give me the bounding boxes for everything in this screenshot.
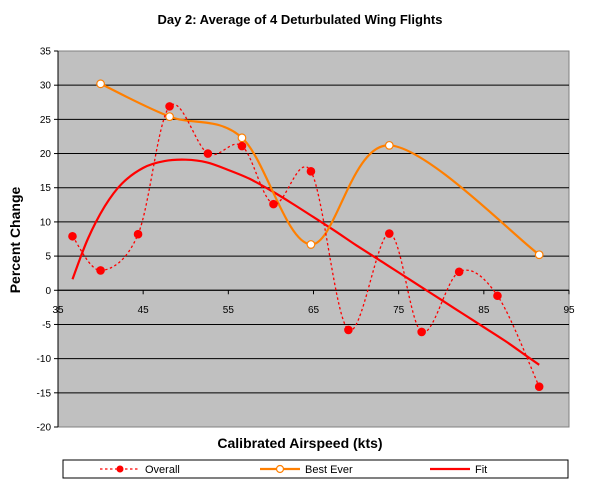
data-point — [96, 79, 105, 89]
data-point — [133, 229, 143, 239]
x-tick-label: 95 — [563, 305, 575, 316]
data-point — [237, 141, 247, 151]
y-tick-label: 25 — [40, 115, 52, 126]
data-point — [454, 267, 464, 277]
x-tick-label: 45 — [138, 305, 150, 316]
series-layer — [68, 79, 544, 391]
data-point — [269, 199, 278, 209]
data-point — [165, 112, 174, 122]
data-point — [417, 327, 426, 337]
series-best-ever — [96, 79, 544, 260]
plot-area — [57, 50, 570, 428]
data-point — [384, 140, 394, 150]
x-tick-label: 65 — [308, 305, 320, 316]
legend: Overall Best Ever Fit — [62, 459, 569, 479]
x-axis-title: Calibrated Airspeed (kts) — [217, 435, 382, 451]
legend-item-fit: Fit — [430, 464, 487, 476]
x-tick-label: 85 — [478, 305, 490, 316]
data-point — [96, 266, 105, 275]
chart-title: Day 2: Average of 4 Deturbulated Wing Fl… — [158, 12, 443, 27]
y-tick-label: -20 — [37, 423, 52, 434]
y-tick-label: -10 — [37, 354, 52, 365]
legend-item-best-ever: Best Ever — [260, 464, 353, 476]
data-point — [306, 240, 316, 249]
legend-label: Best Ever — [305, 464, 353, 476]
y-tick-label: 5 — [45, 252, 51, 263]
y-tick-label: 10 — [40, 217, 52, 228]
series-overall — [68, 102, 544, 391]
y-axis-title: Percent Change — [7, 186, 23, 293]
legend-label: Fit — [475, 464, 487, 476]
legend-marker — [116, 465, 124, 473]
y-axis: -20 -15 -10 -5 0 5 10 15 20 25 30 35 — [37, 47, 59, 434]
x-axis: 35 45 55 65 75 85 95 — [52, 289, 575, 316]
x-tick-label: 55 — [223, 305, 235, 316]
data-point — [493, 291, 502, 301]
data-point — [203, 149, 213, 158]
y-tick-label: 35 — [40, 47, 52, 58]
x-tick-label: 35 — [52, 305, 64, 316]
data-point — [306, 167, 316, 176]
legend-label: Overall — [145, 464, 180, 476]
data-point — [68, 231, 77, 241]
legend-item-overall: Overall — [100, 464, 180, 476]
series-fit — [71, 158, 540, 366]
y-tick-label: -5 — [42, 320, 51, 331]
legend-box — [62, 459, 569, 479]
y-tick-label: 30 — [40, 81, 52, 92]
data-point — [237, 133, 247, 143]
y-tick-label: 20 — [40, 149, 52, 160]
x-tick-label: 75 — [393, 305, 405, 316]
data-point — [165, 102, 174, 111]
y-tick-label: 0 — [45, 286, 51, 297]
data-point — [384, 229, 394, 238]
data-point — [534, 250, 544, 260]
data-point — [534, 382, 544, 391]
y-tick-label: -15 — [37, 388, 52, 399]
legend-marker — [275, 464, 285, 474]
y-tick-label: 15 — [40, 183, 52, 194]
data-point — [344, 325, 353, 335]
series-line — [71, 158, 540, 366]
